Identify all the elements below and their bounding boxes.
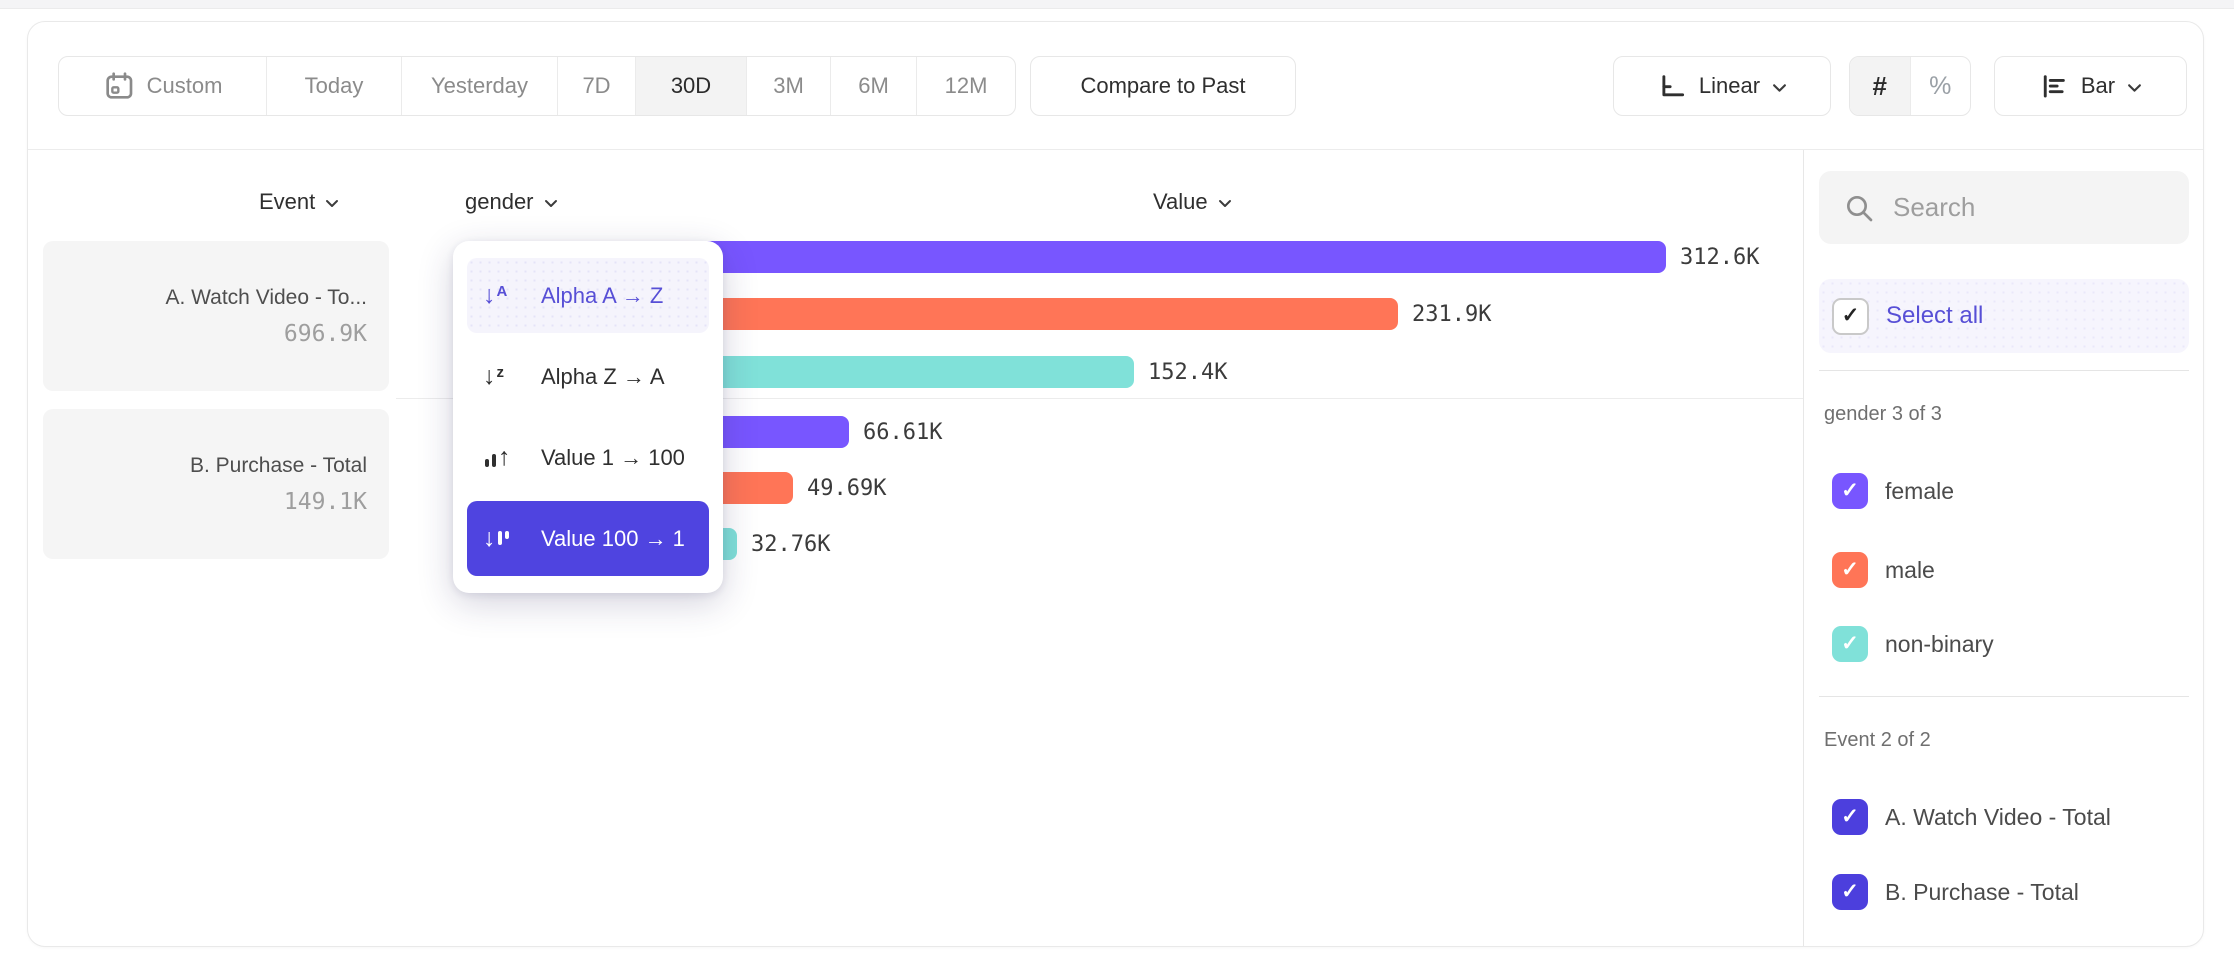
check-icon: ✓ bbox=[1841, 631, 1859, 655]
check-icon: ✓ bbox=[1841, 804, 1859, 828]
bar-watch-video-female[interactable] bbox=[628, 241, 1666, 273]
date-range-12m[interactable]: 12M bbox=[944, 73, 988, 98]
female-checkbox[interactable]: ✓ bbox=[1832, 473, 1868, 509]
date-range-today[interactable]: Today bbox=[267, 57, 402, 115]
bar-value-label: 66.61K bbox=[863, 419, 943, 445]
chevron-down-icon bbox=[1772, 83, 1787, 93]
bar-value-label: 231.9K bbox=[1412, 301, 1492, 327]
bar-row: 312.6K bbox=[628, 241, 1759, 273]
check-icon: ✓ bbox=[1841, 478, 1859, 502]
format-number-button[interactable]: # bbox=[1850, 57, 1911, 115]
sort-option-value-asc[interactable]: ↑ Value 1 → 100 bbox=[467, 420, 709, 495]
format-percent-button[interactable]: % bbox=[1929, 71, 1952, 100]
sort-alpha-asc-icon: ↓ A bbox=[483, 281, 508, 309]
search-input[interactable] bbox=[1893, 192, 2228, 223]
select-all-row[interactable]: ✓ Select all bbox=[1819, 279, 2189, 353]
bar-value-label: 312.6K bbox=[1680, 244, 1760, 270]
value-format-toggle: # % bbox=[1849, 56, 1971, 116]
chart-type-button[interactable]: Bar bbox=[1994, 56, 2187, 116]
filter-row-purchase[interactable]: ✓ B. Purchase - Total bbox=[1832, 874, 2079, 910]
date-range-picker: Custom Today Yesterday 7D 30D 3M 6M 12M bbox=[58, 56, 1016, 116]
group-divider bbox=[396, 398, 1803, 399]
filter-row-non-binary[interactable]: ✓ non-binary bbox=[1832, 626, 1994, 662]
select-all-label: Select all bbox=[1886, 302, 1984, 329]
event-title: A. Watch Video - To... bbox=[165, 285, 367, 309]
sidebar-divider bbox=[1803, 150, 1804, 946]
report-card: Custom Today Yesterday 7D 30D 3M 6M 12M … bbox=[27, 21, 2228, 947]
calendar-icon bbox=[103, 70, 135, 102]
check-icon: ✓ bbox=[1841, 879, 1859, 903]
event-column-header[interactable]: Event bbox=[259, 189, 339, 215]
select-all-checkbox[interactable]: ✓ bbox=[1832, 297, 1869, 335]
check-icon: ✓ bbox=[1841, 303, 1860, 327]
sidebar-search bbox=[1819, 171, 2228, 244]
linear-axis-icon bbox=[1657, 71, 1687, 101]
sort-option-alpha-desc[interactable]: ↓ z Alpha Z → A bbox=[483, 362, 665, 390]
chevron-down-icon bbox=[325, 199, 339, 208]
search-icon bbox=[1843, 192, 1875, 224]
bar-chart-icon bbox=[2039, 71, 2069, 101]
chevron-down-icon bbox=[2127, 83, 2142, 93]
bar-value-label: 32.76K bbox=[751, 531, 831, 557]
event-section-title: Event 2 of 2 bbox=[1824, 729, 1931, 751]
sort-option-alpha-asc[interactable]: ↓ A Alpha A → Z bbox=[467, 258, 709, 333]
date-range-3m[interactable]: 3M bbox=[747, 57, 831, 115]
bar-row: 231.9K bbox=[628, 298, 1491, 330]
sidebar-section-divider bbox=[1819, 696, 2189, 697]
sort-value-desc-icon: ↓ bbox=[483, 524, 523, 554]
filter-row-watch-video[interactable]: ✓ A. Watch Video - Total bbox=[1832, 799, 2111, 835]
sort-dropdown-menu: ↓ A Alpha A → Z ↓ z Alpha Z → A ↑ Value 1 … bbox=[453, 241, 723, 593]
date-range-label: Custom bbox=[146, 73, 223, 98]
bar-value-label: 152.4K bbox=[1148, 359, 1228, 385]
watch-video-checkbox[interactable]: ✓ bbox=[1832, 799, 1868, 835]
gender-section-title: gender 3 of 3 bbox=[1824, 403, 1942, 425]
event-total: 696.9K bbox=[283, 320, 367, 347]
sidebar-section-divider bbox=[1819, 370, 2189, 371]
bar-watch-video-male[interactable] bbox=[628, 298, 1398, 330]
date-range-yesterday[interactable]: Yesterday bbox=[402, 57, 558, 115]
event-card-purchase[interactable]: B. Purchase - Total 149.1K bbox=[43, 409, 389, 559]
sort-value-asc-icon: ↑ bbox=[483, 443, 523, 473]
date-range-30d[interactable]: 30D bbox=[636, 57, 747, 115]
scale-selector-button[interactable]: Linear bbox=[1613, 56, 1831, 116]
page-top-strip bbox=[0, 0, 2234, 9]
breakdown-column-header[interactable]: gender bbox=[465, 189, 558, 215]
chevron-down-icon bbox=[1218, 199, 1232, 208]
filter-row-female[interactable]: ✓ female bbox=[1832, 473, 1954, 509]
event-title: B. Purchase - Total bbox=[189, 453, 367, 477]
compare-to-past-button[interactable]: Compare to Past bbox=[1030, 56, 1296, 116]
sort-option-value-desc[interactable]: ↓ Value 100 → 1 bbox=[467, 501, 709, 576]
sort-alpha-desc-icon: ↓ z bbox=[483, 362, 504, 390]
value-column-header[interactable]: Value bbox=[1153, 189, 1232, 215]
non-binary-checkbox[interactable]: ✓ bbox=[1832, 626, 1868, 662]
date-range-7d[interactable]: 7D bbox=[558, 57, 636, 115]
event-card-watch-video[interactable]: A. Watch Video - To... 696.9K bbox=[43, 241, 389, 391]
male-checkbox[interactable]: ✓ bbox=[1832, 552, 1868, 588]
toolbar-divider bbox=[28, 149, 2203, 150]
date-range-6m[interactable]: 6M bbox=[831, 57, 917, 115]
bar-value-label: 49.69K bbox=[807, 475, 887, 501]
check-icon: ✓ bbox=[1841, 557, 1859, 581]
filter-row-male[interactable]: ✓ male bbox=[1832, 552, 1935, 588]
chevron-down-icon bbox=[544, 199, 558, 208]
event-total: 149.1K bbox=[283, 488, 367, 515]
purchase-checkbox[interactable]: ✓ bbox=[1832, 874, 1868, 910]
date-range-custom[interactable]: Custom bbox=[59, 57, 267, 115]
